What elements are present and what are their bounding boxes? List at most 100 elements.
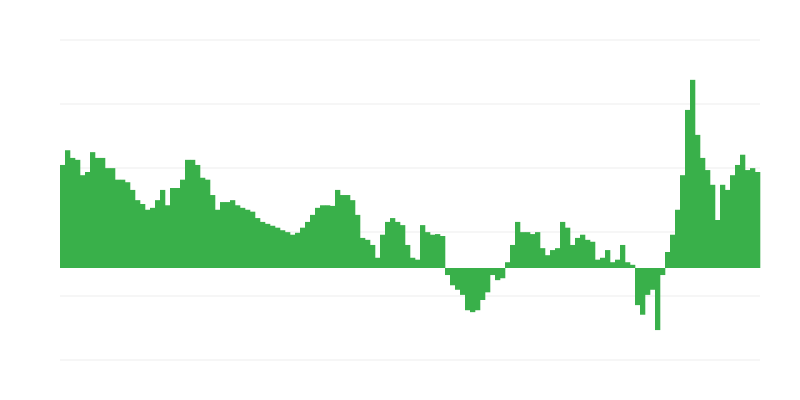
bar-116 (640, 268, 646, 315)
bar-120 (660, 268, 666, 276)
bar-93 (525, 232, 531, 268)
bar-126 (690, 79, 696, 268)
bar-131 (715, 220, 721, 268)
bar-75 (435, 234, 441, 268)
bar-20 (160, 189, 166, 268)
bar-89 (505, 262, 511, 268)
bar-28 (200, 177, 206, 268)
bar-88 (500, 268, 506, 279)
bar-96 (540, 248, 546, 268)
bar-59 (355, 214, 361, 268)
bar-101 (565, 227, 571, 268)
bar-39 (255, 218, 261, 268)
bar-36 (240, 207, 246, 268)
bar-38 (250, 211, 256, 268)
bar-106 (590, 241, 596, 268)
bar-78 (450, 268, 456, 286)
bars (60, 79, 761, 331)
bar-62 (370, 244, 376, 268)
bar-41 (265, 223, 271, 268)
bar-134 (730, 175, 736, 268)
bar-80 (460, 268, 466, 295)
bar-114 (630, 264, 636, 268)
bar-7 (95, 157, 101, 268)
bar-47 (295, 232, 301, 268)
bar-90 (510, 244, 516, 268)
bar-95 (535, 232, 541, 268)
bar-11 (115, 179, 121, 268)
bar-123 (675, 209, 681, 268)
bar-127 (695, 134, 701, 268)
bar-5 (85, 172, 91, 268)
bar-6 (90, 152, 96, 268)
bar-76 (440, 236, 446, 268)
bar-24 (180, 179, 186, 268)
bar-2 (70, 157, 76, 268)
bar-4 (80, 175, 86, 268)
bar-121 (665, 252, 671, 268)
bar-128 (700, 157, 706, 268)
bar-31 (215, 209, 221, 268)
bar-53 (325, 205, 331, 268)
bar-81 (465, 268, 471, 311)
bar-83 (475, 268, 481, 311)
bar-23 (175, 188, 181, 268)
bar-32 (220, 202, 226, 268)
bar-112 (620, 244, 626, 268)
bar-104 (580, 234, 586, 268)
bar-74 (430, 234, 436, 268)
bar-26 (190, 159, 196, 268)
bar-115 (635, 268, 641, 306)
bar-124 (680, 175, 686, 268)
bar-91 (515, 221, 521, 268)
bar-100 (560, 221, 566, 268)
bar-30 (210, 195, 216, 268)
bar-49 (305, 221, 311, 268)
bar-122 (670, 234, 676, 268)
bar-10 (110, 168, 116, 268)
bar-77 (445, 268, 451, 276)
bar-111 (615, 259, 621, 268)
bar-9 (105, 168, 111, 268)
bar-13 (125, 182, 131, 268)
bar-109 (605, 250, 611, 268)
bar-68 (400, 225, 406, 268)
bar-27 (195, 164, 201, 268)
bar-15 (135, 200, 141, 268)
bar-37 (245, 209, 251, 268)
bar-136 (740, 154, 746, 268)
bar-56 (340, 195, 346, 268)
bar-51 (315, 207, 321, 268)
bar-0 (60, 164, 66, 268)
bar-44 (280, 230, 286, 268)
bar-70 (410, 257, 416, 268)
bar-3 (75, 159, 81, 268)
bar-54 (330, 205, 336, 268)
bar-43 (275, 227, 281, 268)
bar-72 (420, 225, 426, 268)
bar-99 (555, 248, 561, 268)
bar-113 (625, 262, 631, 268)
bar-87 (495, 268, 501, 281)
bar-102 (570, 244, 576, 268)
bar-105 (585, 239, 591, 268)
bar-57 (345, 195, 351, 268)
bar-34 (230, 200, 236, 268)
bar-92 (520, 232, 526, 268)
bar-85 (485, 268, 491, 293)
bar-16 (140, 204, 146, 268)
bar-138 (750, 168, 756, 268)
bar-103 (575, 237, 581, 268)
bar-48 (300, 227, 306, 268)
bar-110 (610, 262, 616, 268)
bar-46 (290, 234, 296, 268)
bar-45 (285, 232, 291, 268)
bar-71 (415, 259, 421, 268)
bar-82 (470, 268, 476, 313)
bar-139 (755, 172, 761, 268)
bar-67 (395, 221, 401, 268)
bar-66 (390, 218, 396, 268)
bar-25 (185, 159, 191, 268)
bar-33 (225, 202, 231, 268)
